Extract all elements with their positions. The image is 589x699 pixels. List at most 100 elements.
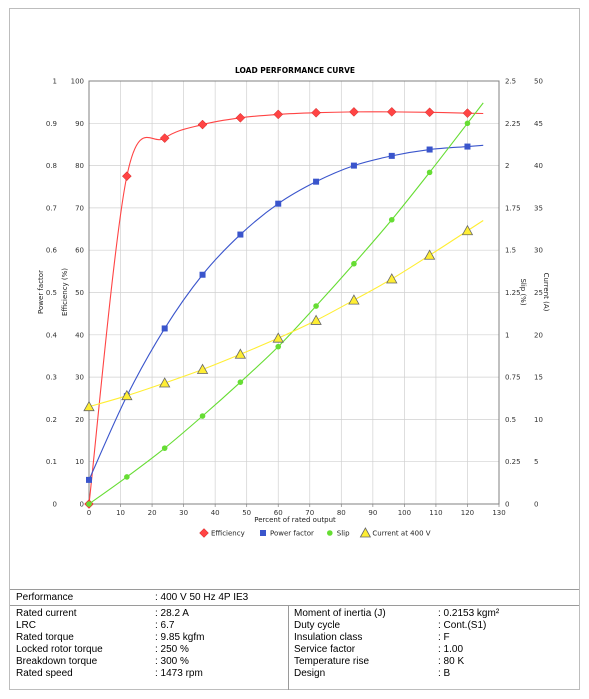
spec-label-temperature-rise: Temperature rise — [294, 656, 370, 667]
spec-label-duty-cycle: Duty cycle — [294, 620, 341, 631]
slip-curve — [88, 102, 484, 505]
slip-tick-label: 1.5 — [505, 247, 516, 255]
slip-axis-label: Slip (%) — [519, 278, 527, 305]
x-tick-label: 100 — [398, 509, 411, 517]
current-tick-label: 25 — [534, 289, 543, 297]
slip-point — [237, 379, 244, 385]
current-at-400-v-curve — [88, 220, 484, 408]
power-factor-point — [388, 152, 395, 159]
slip-tick-label: 0.25 — [505, 458, 521, 466]
current-tick-label: 0 — [534, 501, 538, 509]
spec-value-moment-of-inertia: : 0.2153 kgm² — [438, 608, 500, 619]
chart-title: LOAD PERFORMANCE CURVE — [235, 66, 355, 75]
slip-point — [388, 216, 395, 223]
x-tick-label: 20 — [148, 509, 157, 517]
legend-marker-slip — [327, 530, 333, 536]
power-factor-axis-label: Power factor — [37, 270, 45, 314]
spec-value-breakdown-torque: : 300 % — [155, 656, 189, 667]
slip-tick-label: 0.75 — [505, 374, 521, 382]
power-factor-tick-label: 1 — [53, 78, 57, 86]
power-factor-point — [161, 325, 168, 332]
x-tick-label: 130 — [492, 509, 505, 517]
power-factor-tick-label: 0.8 — [46, 162, 57, 170]
x-tick-label: 0 — [87, 509, 91, 517]
slip-point — [86, 501, 92, 507]
power-factor-point — [275, 200, 282, 207]
motor-specs-table: Performance : 400 V 50 Hz 4P IE3 Rated c… — [10, 589, 579, 690]
spec-label-rated-current: Rated current — [16, 608, 77, 619]
spec-label-performance: Performance — [16, 592, 74, 603]
slip-tick-label: 1.25 — [505, 289, 521, 297]
power-factor-point — [350, 162, 357, 169]
power-factor-point — [426, 146, 433, 153]
current-tick-label: 50 — [534, 78, 543, 86]
x-tick-label: 50 — [242, 509, 251, 517]
x-tick-label: 30 — [179, 509, 188, 517]
slip-point — [161, 445, 168, 451]
x-tick-label: 80 — [337, 509, 346, 517]
current-tick-label: 5 — [534, 458, 538, 466]
current-at-400-v-point — [386, 273, 398, 284]
power-factor-point — [199, 271, 206, 278]
current-at-400-v-point — [310, 314, 322, 325]
current-at-400-v-point — [461, 224, 474, 236]
spec-label-lrc: LRC — [16, 620, 37, 631]
efficiency-point — [159, 133, 170, 143]
spec-value-locked-rotor-torque: : 250 % — [155, 644, 189, 655]
efficiency-point — [273, 109, 284, 120]
efficiency-tick-label: 50 — [75, 289, 84, 297]
x-tick-label: 120 — [461, 509, 474, 517]
efficiency-point — [386, 107, 397, 117]
spec-value-rated-current: : 28.2 A — [155, 608, 189, 619]
efficiency-curve — [88, 111, 484, 505]
current-at-400-v-point — [121, 389, 133, 401]
spec-label-insulation-class: Insulation class — [294, 632, 363, 643]
legend-label-power-factor: Power factor — [270, 530, 314, 538]
legend-label-efficiency: Efficiency — [211, 530, 245, 538]
x-tick-label: 70 — [305, 509, 314, 517]
spec-label-service-factor: Service factor — [294, 644, 356, 655]
spec-value-service-factor: : 1.00 — [438, 644, 464, 655]
spec-value-design: : B — [438, 668, 451, 679]
efficiency-tick-label: 60 — [75, 247, 84, 255]
legend-label-current-at-400-v: Current at 400 V — [372, 530, 430, 538]
slip-point — [199, 413, 206, 419]
chart-axes: 0 10 20 30 40 50 60 70 80 90 100 110 120 13000.10.20.… — [46, 78, 543, 518]
current-at-400-v-point — [196, 363, 209, 374]
column-divider — [288, 606, 289, 690]
efficiency-point — [121, 171, 132, 182]
spec-value-rated-speed: : 1473 rpm — [155, 668, 203, 679]
load-performance-chart: LOAD PERFORMANCE CURVE 0 10 20 30 40 50 60 70 80… — [37, 66, 550, 538]
plot-area — [88, 80, 500, 505]
power-factor-tick-label: 0.7 — [46, 204, 57, 212]
power-factor-tick-label: 0 — [53, 501, 57, 509]
efficiency-point — [235, 112, 246, 123]
slip-point — [124, 474, 130, 480]
spec-value-temperature-rise: : 80 K — [438, 656, 465, 667]
efficiency-tick-label: 40 — [75, 331, 84, 339]
current-at-400-v-point — [234, 348, 247, 359]
slip-tick-label: 1 — [505, 331, 509, 339]
current-tick-label: 45 — [534, 120, 543, 128]
current-at-400-v-point — [83, 400, 95, 412]
efficiency-tick-label: 20 — [75, 416, 84, 424]
power-factor-point — [237, 231, 244, 238]
power-factor-tick-label: 0.9 — [46, 120, 57, 128]
efficiency-tick-label: 90 — [75, 120, 84, 128]
current-at-400-v-point — [423, 249, 436, 260]
slip-tick-label: 1.75 — [505, 204, 521, 212]
current-tick-label: 20 — [534, 331, 543, 339]
current-tick-label: 30 — [534, 247, 543, 255]
efficiency-point — [197, 119, 208, 130]
current-tick-label: 40 — [534, 162, 543, 170]
efficiency-point — [462, 108, 473, 119]
legend-label-slip: Slip — [337, 530, 350, 538]
efficiency-tick-label: 0 — [80, 501, 84, 509]
slip-tick-label: 0.5 — [505, 416, 516, 424]
slip-tick-label: 2.25 — [505, 120, 521, 128]
efficiency-tick-label: 100 — [71, 78, 84, 86]
x-tick-label: 110 — [429, 509, 442, 517]
spec-value-duty-cycle: : Cont.(S1) — [438, 620, 487, 631]
power-factor-tick-label: 0.3 — [46, 374, 57, 382]
power-factor-tick-label: 0.5 — [46, 289, 57, 297]
